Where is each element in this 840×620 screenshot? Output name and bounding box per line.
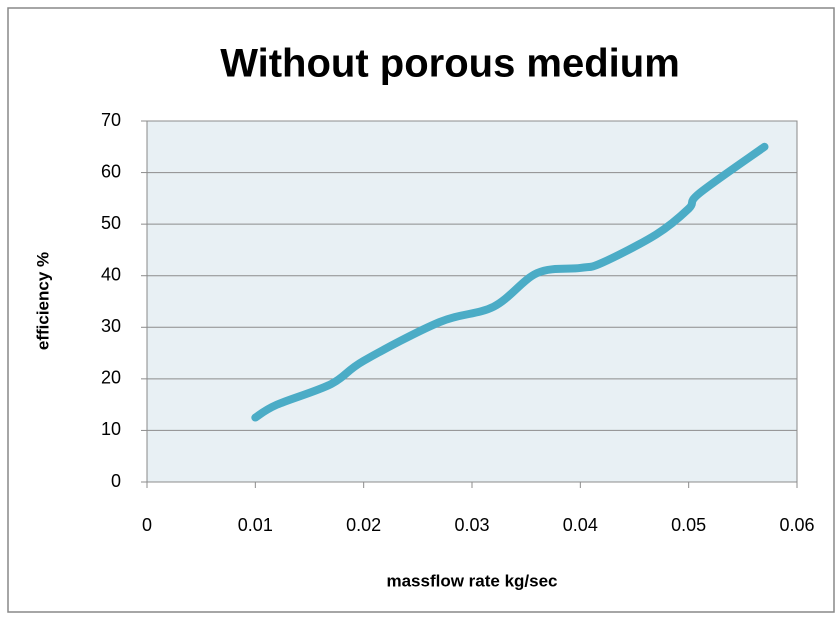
plot-area xyxy=(146,120,798,483)
x-tick-label: 0.05 xyxy=(671,515,706,535)
x-tick-label: 0.02 xyxy=(346,515,381,535)
y-tick-label: 0 xyxy=(111,471,121,491)
x-tick-label: 0.01 xyxy=(238,515,273,535)
y-tick-label: 60 xyxy=(101,161,121,181)
x-tick-label: 0.04 xyxy=(563,515,598,535)
y-tick-label: 40 xyxy=(101,264,121,284)
y-axis-label: efficiency % xyxy=(33,252,52,350)
x-tick-label: 0.06 xyxy=(779,515,814,535)
y-tick-label: 20 xyxy=(101,368,121,388)
y-tick-label: 70 xyxy=(101,110,121,130)
data-line xyxy=(251,142,769,422)
y-tick-label: 50 xyxy=(101,213,121,233)
x-axis-label: massflow rate kg/sec xyxy=(386,571,557,590)
x-tick-label: 0 xyxy=(142,515,152,535)
chart-title: Without porous medium xyxy=(220,42,680,86)
y-tick-label: 10 xyxy=(101,419,121,439)
y-tick-label: 30 xyxy=(101,316,121,336)
x-tick-label: 0.03 xyxy=(454,515,489,535)
